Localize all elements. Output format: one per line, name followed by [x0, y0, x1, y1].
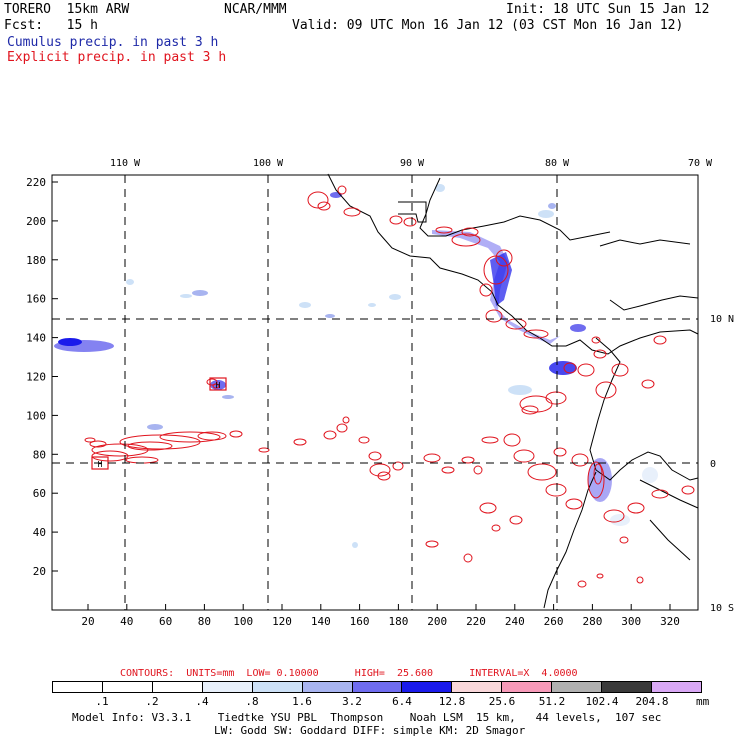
x-tick-label: 220	[466, 615, 486, 628]
colorbar-label: 3.2	[342, 695, 362, 708]
x-tick-label: 60	[159, 615, 172, 628]
physics-info: LW: Godd SW: Goddard DIFF: simple KM: 2D…	[214, 724, 526, 737]
y-tick-label: 140	[26, 332, 46, 345]
colorbar-label: 12.8	[438, 695, 466, 708]
colorbar-swatch	[552, 682, 603, 692]
explicit-legend: Explicit precip. in past 3 h	[7, 50, 227, 65]
high-marker	[209, 377, 227, 391]
lat-label: 0	[710, 459, 716, 470]
x-tick-label: 320	[660, 615, 680, 628]
y-tick-label: 20	[33, 565, 46, 578]
colorbar-label: 204.8	[635, 695, 669, 708]
model-title: TORERO 15km ARW	[4, 2, 130, 17]
forecast-hour: Fcst: 15 h	[4, 18, 98, 33]
contours-info: CONTOURS: UNITS=mm LOW= 0.10000 HIGH= 25…	[120, 668, 578, 679]
x-tick-label: 40	[120, 615, 133, 628]
lon-label: 80 W	[545, 158, 570, 169]
lon-label: 70 W	[688, 158, 713, 169]
colorbar-swatch	[502, 682, 553, 692]
explicit-contours	[84, 185, 695, 588]
x-tick-label: 100	[233, 615, 253, 628]
colorbar-label: 102.4	[585, 695, 619, 708]
plot-frame	[51, 174, 699, 611]
x-tick-label: 240	[505, 615, 525, 628]
colorbar-label: 6.4	[392, 695, 412, 708]
y-tick-label: 40	[33, 526, 46, 539]
x-tick-label: 280	[582, 615, 602, 628]
x-tick-label: 80	[198, 615, 211, 628]
model-info: Model Info: V3.3.1 Tiedtke YSU PBL Thomp…	[72, 711, 662, 724]
colorbar-swatch	[53, 682, 103, 692]
y-tick-label: 200	[26, 215, 46, 228]
colorbar	[52, 681, 702, 693]
colorbar-swatch	[402, 682, 453, 692]
x-tick-label: 160	[350, 615, 370, 628]
colorbar-unit: mm	[696, 695, 710, 708]
colorbar-swatch	[102, 682, 153, 692]
colorbar-swatch	[302, 682, 353, 692]
init-time: Init: 18 UTC Sun 15 Jan 12	[506, 2, 710, 17]
y-axis: 220 200 180 160 140 120 100 80 60 40 20	[26, 176, 58, 578]
high-marker-label: H	[216, 381, 221, 390]
lon-label: 90 W	[400, 158, 425, 169]
lat-label: 10 N	[710, 314, 734, 325]
lon-label: 100 W	[253, 158, 284, 169]
lat-label: 10 S	[710, 603, 734, 614]
x-tick-label: 200	[427, 615, 447, 628]
y-tick-label: 120	[26, 371, 46, 384]
lon-label: 110 W	[110, 158, 141, 169]
coastline	[327, 173, 699, 609]
colorbar-swatch	[202, 682, 253, 692]
valid-time: Valid: 09 UTC Mon 16 Jan 12 (03 CST Mon …	[292, 18, 684, 33]
x-tick-label: 140	[311, 615, 331, 628]
colorbar-swatch	[652, 682, 701, 692]
colorbar-swatch	[152, 682, 203, 692]
colorbar-label: .8	[245, 695, 259, 708]
y-tick-label: 180	[26, 254, 46, 267]
y-tick-label: 160	[26, 293, 46, 306]
y-tick-label: 80	[33, 448, 46, 461]
graticule	[52, 175, 698, 610]
center-label: NCAR/MMM	[224, 2, 287, 17]
colorbar-label: 51.2	[538, 695, 566, 708]
colorbar-swatch	[252, 682, 303, 692]
colorbar-swatch	[452, 682, 503, 692]
colorbar-label: .2	[145, 695, 159, 708]
cumulus-legend: Cumulus precip. in past 3 h	[7, 35, 219, 50]
colorbar-swatch	[352, 682, 403, 692]
colorbar-label: .1	[95, 695, 109, 708]
y-tick-label: 60	[33, 487, 46, 500]
high-marker-label: H	[98, 460, 103, 469]
x-tick-label: 20	[81, 615, 94, 628]
y-tick-label: 100	[26, 409, 46, 422]
colorbar-label: .4	[195, 695, 209, 708]
x-tick-label: 300	[621, 615, 641, 628]
x-tick-label: 180	[388, 615, 408, 628]
colorbar-swatch	[602, 682, 653, 692]
x-tick-label: 260	[544, 615, 564, 628]
colorbar-label: 1.6	[292, 695, 312, 708]
x-axis: 20 40 60 80 100 120 140 160 180 200 220 240 260 280 30…	[81, 604, 680, 628]
colorbar-label: 25.6	[488, 695, 516, 708]
y-tick-label: 220	[26, 176, 46, 189]
cumulus-precip	[54, 184, 658, 548]
x-tick-label: 120	[272, 615, 292, 628]
